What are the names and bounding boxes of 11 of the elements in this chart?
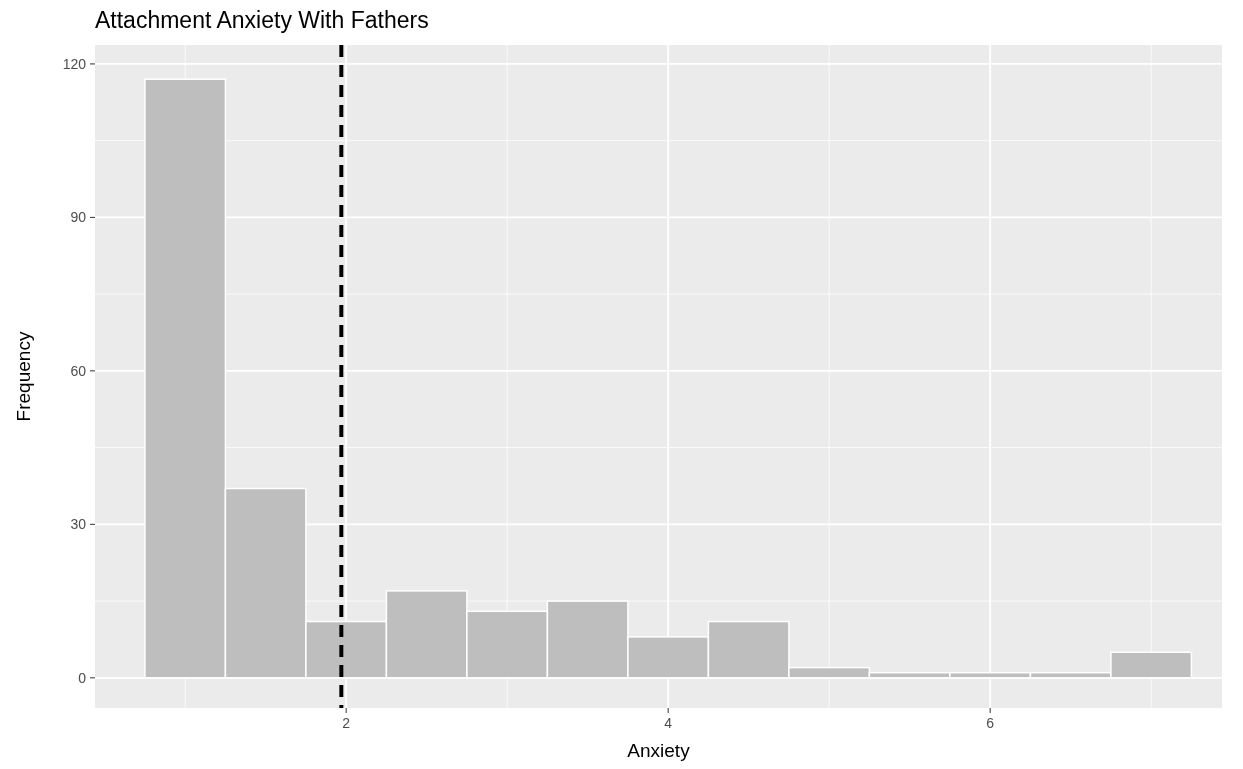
y-tick-label: 120 — [62, 55, 87, 72]
y-tick-label: 90 — [70, 209, 87, 226]
x-tick-label: 6 — [986, 715, 995, 731]
x-tick-label: 4 — [664, 715, 673, 731]
y-axis-title: Frequency — [13, 331, 34, 422]
y-tick-label: 0 — [78, 669, 87, 686]
x-tick-label: 2 — [342, 715, 351, 731]
y-tick-label: 60 — [70, 362, 87, 379]
y-tick-label: 30 — [70, 516, 87, 533]
x-axis-title: Anxiety — [627, 740, 691, 761]
chart-title: Attachment Anxiety With Fathers — [95, 7, 429, 33]
